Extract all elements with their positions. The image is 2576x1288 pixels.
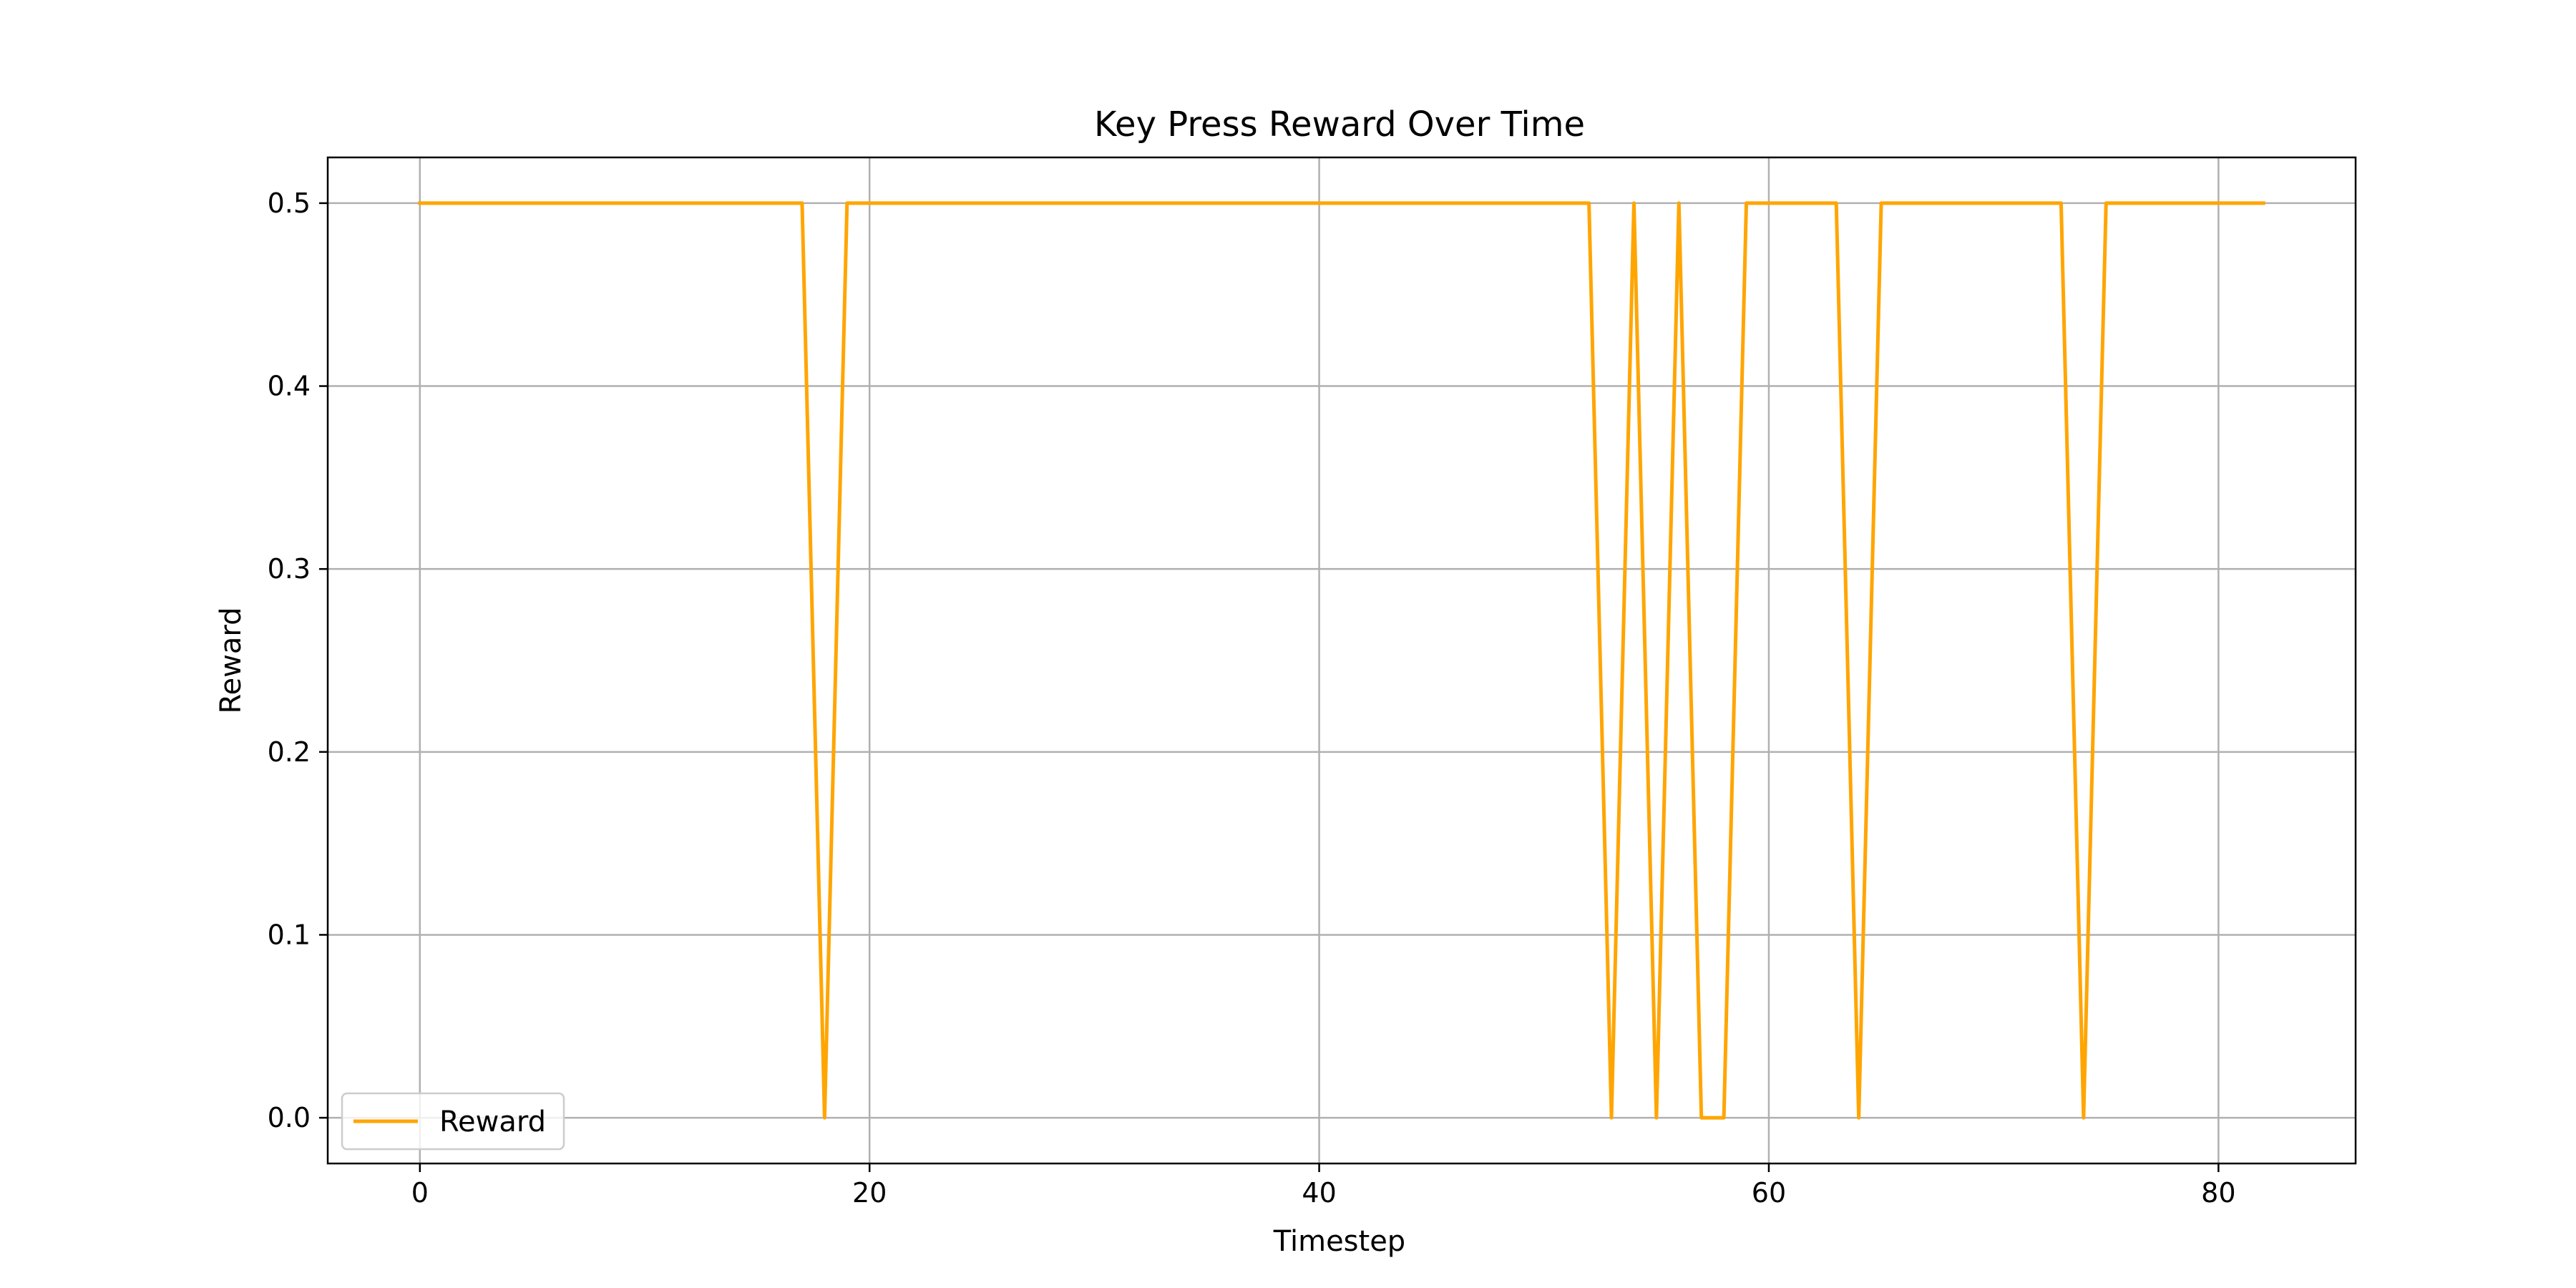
- series-line-reward: [418, 201, 2265, 1120]
- y-tick-label: 0.2: [268, 736, 311, 768]
- chart-title: Key Press Reward Over Time: [1094, 104, 1585, 145]
- legend: Reward: [341, 1092, 565, 1151]
- y-axis-ticks: 0.0 0.1 0.2 0.3 0.4 0.5: [268, 187, 328, 1133]
- x-tick-label: 0: [411, 1177, 429, 1209]
- x-axis-ticks: 0 20 40 60 80: [411, 1163, 2236, 1209]
- plot-frame: [326, 156, 2357, 1165]
- x-axis-label: Timestep: [1273, 1225, 1405, 1258]
- x-tick-label: 80: [2201, 1177, 2235, 1209]
- legend-box: [341, 1092, 565, 1151]
- y-axis-label: Reward: [215, 608, 248, 714]
- y-tick-label: 0.4: [268, 371, 311, 402]
- y-tick-label: 0.0: [268, 1102, 311, 1133]
- x-tick-label: 40: [1302, 1177, 1336, 1209]
- legend-label-reward: Reward: [439, 1106, 546, 1138]
- y-tick-label: 0.1: [268, 919, 311, 950]
- x-tick-label: 60: [1752, 1177, 1786, 1209]
- y-tick-label: 0.5: [268, 187, 311, 219]
- series-layer: [418, 201, 2265, 1120]
- y-tick-label: 0.3: [268, 553, 311, 585]
- x-tick-label: 20: [852, 1177, 887, 1209]
